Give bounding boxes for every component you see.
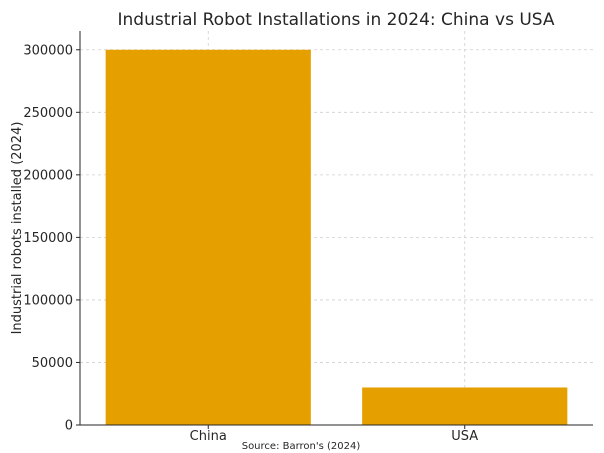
source-note: Source: Barron's (2024) (242, 441, 361, 452)
chart-title: Industrial Robot Installations in 2024: … (117, 10, 554, 30)
axes (79, 31, 593, 426)
y-axis-label: Industrial robots installed (2024) (10, 122, 25, 335)
y-tick-label: 250000 (23, 106, 73, 121)
x-ticks: China USA (190, 425, 478, 444)
bar-usa (362, 387, 568, 425)
y-tick-label: 150000 (23, 231, 73, 246)
bar-china (105, 49, 311, 426)
y-tick-label: 0 (65, 419, 73, 434)
y-tick-label: 50000 (32, 356, 73, 371)
y-tick-label: 200000 (23, 168, 73, 183)
y-tick-label: 100000 (23, 293, 73, 308)
x-tick-label: USA (451, 429, 478, 444)
y-ticks: 0 50000 100000 150000 200000 250000 300000 (23, 43, 80, 434)
x-tick-label: China (190, 429, 227, 444)
bars (105, 49, 568, 426)
y-tick-label: 300000 (23, 43, 73, 58)
